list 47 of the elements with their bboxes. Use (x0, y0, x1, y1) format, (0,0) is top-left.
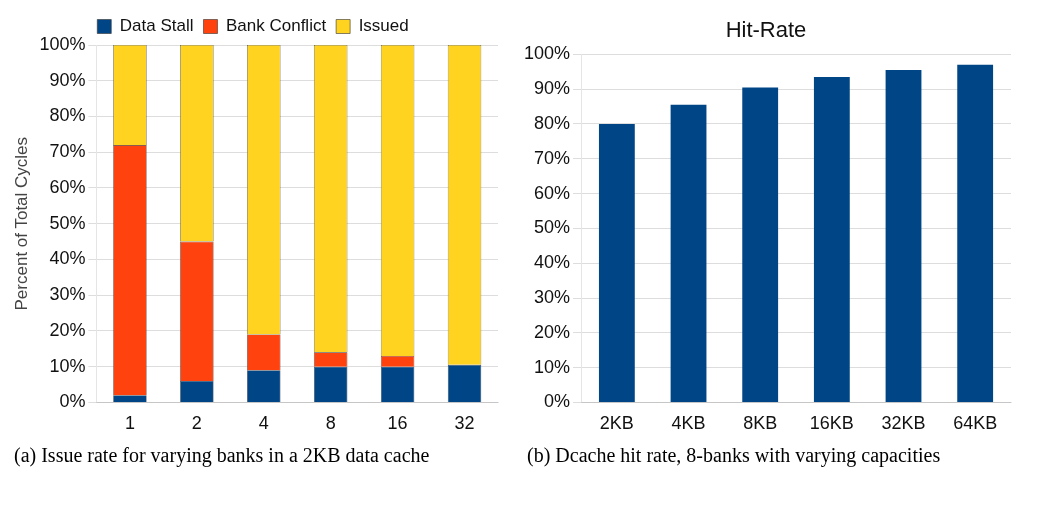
bar (742, 87, 779, 402)
y-tick-label: 40% (534, 252, 571, 273)
y-tick-label: 100% (39, 33, 86, 54)
y-tick-label: 90% (534, 78, 571, 99)
y-tick-label: 70% (534, 147, 571, 168)
bar (957, 64, 994, 402)
x-tick-label: 2 (191, 413, 202, 434)
y-tick-label: 0% (59, 391, 86, 412)
y-tick-label: 60% (534, 182, 571, 203)
x-tick-label: 2KB (599, 413, 634, 434)
text: (a) Issue rate for varying banks in a 2KB data cache (13, 444, 431, 467)
legend-label: Issued (358, 16, 409, 36)
y-tick-label: 80% (534, 112, 571, 133)
y-tick-label: 10% (534, 356, 571, 377)
y-tick-label: 20% (534, 321, 571, 342)
x-tick-label: 16KB (809, 413, 854, 434)
x-tick-label: 64KB (953, 413, 998, 434)
text: (b) Dcache hit rate, 8-banks with varying capacities (526, 444, 942, 467)
y-tick-label: 100% (523, 43, 571, 64)
y-tick-label: 70% (49, 141, 86, 162)
x-tick-label: 8KB (743, 413, 778, 434)
x-tick-label: 32 (454, 413, 475, 434)
x-tick-label: 32KB (881, 413, 926, 434)
y-tick-label: 50% (49, 212, 86, 233)
x-tick-label: 1 (124, 413, 135, 434)
y-axis-title: Percent of Total Cycles (11, 136, 31, 311)
bar (885, 70, 922, 402)
bar (813, 77, 850, 402)
x-tick-label: 8 (325, 413, 336, 434)
y-tick-label: 50% (534, 217, 571, 238)
chart-title: Hit-Rate (725, 17, 807, 43)
x-tick-label: 4KB (671, 413, 706, 434)
x-tick-label: 4 (258, 413, 269, 434)
y-tick-label: 90% (49, 69, 86, 90)
bar (670, 104, 707, 402)
y-tick-label: 30% (534, 286, 571, 307)
bar (598, 124, 635, 402)
y-tick-label: 10% (49, 355, 86, 376)
y-tick-label: 0% (544, 391, 571, 412)
y-tick-label: 40% (49, 248, 86, 269)
y-tick-label: 60% (49, 176, 86, 197)
legend-label: Bank Conflict (225, 16, 327, 36)
y-tick-label: 80% (49, 105, 86, 126)
y-tick-label: 20% (49, 319, 86, 340)
y-tick-label: 30% (49, 284, 86, 305)
x-tick-label: 16 (387, 413, 408, 434)
legend-label: Data Stall (119, 16, 194, 36)
